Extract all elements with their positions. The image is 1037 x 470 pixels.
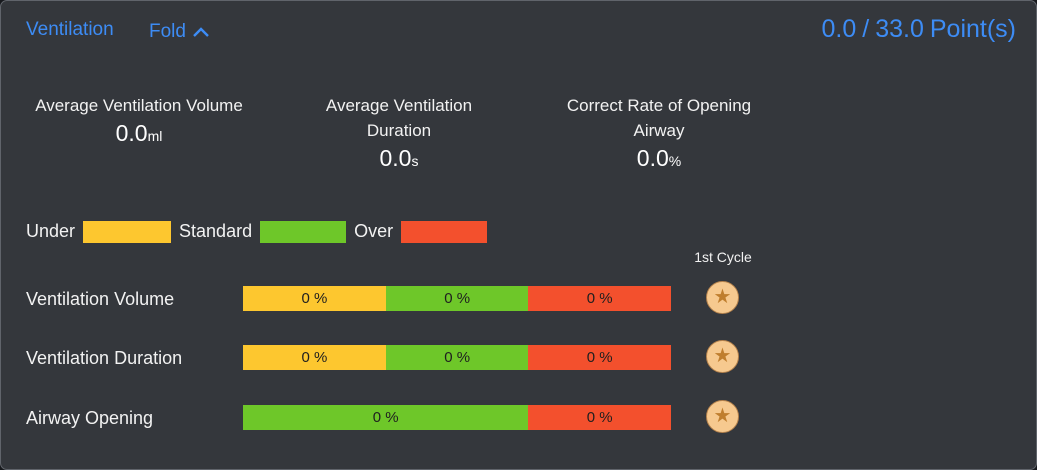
bar-row-label: Ventilation Volume <box>26 289 175 309</box>
score-total: 33.0 <box>875 15 924 43</box>
cycle-column-header: 1st Cycle <box>694 249 752 265</box>
cycle-star-badge: ★ <box>706 400 739 433</box>
stats-row: Average Ventilation Volume 0.0ml Average… <box>9 93 789 172</box>
stat-value: 0.0% <box>636 145 682 171</box>
bar-segment-over: 0 % <box>528 286 671 311</box>
stat-value: 0.0s <box>379 145 419 171</box>
bar-airway-opening: 0 % 0 % <box>243 405 671 430</box>
legend-swatch-under <box>83 220 172 243</box>
cycle-star-badge: ★ <box>706 281 739 314</box>
cycle-star-badge: ★ <box>706 340 739 373</box>
stat-avg-ventilation-volume: Average Ventilation Volume 0.0ml <box>9 93 269 172</box>
bar-segment-standard: 0 % <box>385 286 529 311</box>
legend-swatch-over <box>401 220 488 243</box>
legend-label-under: Under <box>26 221 76 241</box>
star-icon: ★ <box>713 285 732 308</box>
bar-segment-standard: 0 % <box>243 405 529 430</box>
stat-label: Correct Rate of Opening Airway <box>566 96 752 140</box>
stat-label: Average Ventilation Volume <box>35 96 243 115</box>
star-icon: ★ <box>713 404 732 427</box>
panel-title: Ventilation <box>26 19 114 40</box>
bar-segment-under: 0 % <box>243 345 386 370</box>
stat-label: Average Ventilation Duration <box>325 96 473 140</box>
score-divider: / <box>862 15 870 43</box>
legend-swatch-standard <box>260 220 347 243</box>
score-display: 0.0 / 33.0 Point(s) <box>821 15 1016 44</box>
fold-toggle[interactable]: Fold <box>149 19 210 44</box>
fold-label: Fold <box>149 20 186 42</box>
score-unit: Point(s) <box>929 15 1016 43</box>
legend: Under Standard Over <box>26 220 488 243</box>
legend-label-over: Over <box>354 221 394 241</box>
stat-unit: % <box>668 153 682 169</box>
stat-value: 0.0ml <box>115 120 163 146</box>
stat-unit: ml <box>147 128 163 144</box>
stat-unit: s <box>411 153 419 169</box>
bar-row-label: Airway Opening <box>26 408 154 428</box>
bar-segment-standard: 0 % <box>385 345 529 370</box>
bar-row-label: Ventilation Duration <box>26 348 183 368</box>
bar-segment-over: 0 % <box>528 345 671 370</box>
bar-ventilation-duration: 0 % 0 % 0 % <box>243 345 671 370</box>
stat-correct-rate-airway: Correct Rate of Opening Airway 0.0% <box>529 93 789 172</box>
stat-avg-ventilation-duration: Average Ventilation Duration 0.0s <box>269 93 529 172</box>
star-icon: ★ <box>713 344 732 367</box>
bar-ventilation-volume: 0 % 0 % 0 % <box>243 286 671 311</box>
chevron-up-icon <box>192 22 210 44</box>
score-current: 0.0 <box>821 15 857 43</box>
bar-segment-over: 0 % <box>528 405 671 430</box>
legend-label-standard: Standard <box>179 221 253 241</box>
bar-segment-under: 0 % <box>243 286 386 311</box>
